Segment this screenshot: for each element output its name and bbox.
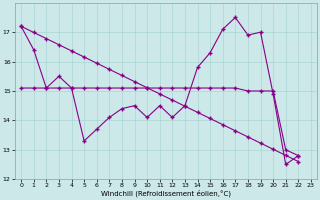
X-axis label: Windchill (Refroidissement éolien,°C): Windchill (Refroidissement éolien,°C): [101, 190, 231, 197]
